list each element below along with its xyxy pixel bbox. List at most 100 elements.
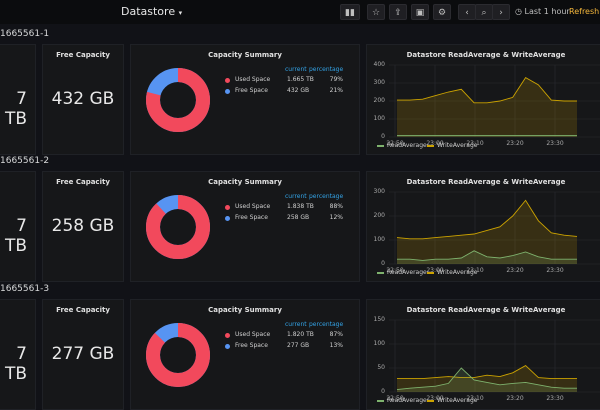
legend-row-free[interactable]: Free Space 258 GB 12% (225, 214, 343, 223)
legend-label: Free Space (235, 87, 268, 94)
x-tick-label: 23:20 (506, 140, 524, 147)
capacity-donut (146, 323, 210, 387)
legend-item-write[interactable]: WriteAverage (427, 397, 477, 404)
row-title[interactable]: 1665561-2 (0, 156, 50, 166)
legend-row-used[interactable]: Used Space 1.820 TB 87% (225, 331, 343, 340)
y-tick-label: 200 (373, 97, 385, 104)
y-tick-label: 100 (373, 340, 385, 347)
col-current-header[interactable]: current (285, 66, 307, 73)
legend-row-free[interactable]: Free Space 432 GB 21% (225, 87, 343, 96)
time-picker[interactable]: ◷ Last 1 hour (515, 4, 577, 20)
x-tick-label: 23:00 (426, 395, 444, 402)
legend-line-write (427, 144, 434, 147)
total-capacity-value: 7 TB (4, 89, 27, 129)
write-average-series-line[interactable] (396, 199, 578, 240)
x-tick-label: 23:10 (466, 395, 484, 402)
legend-row-used[interactable]: Used Space 1.665 TB 79% (225, 76, 343, 85)
x-tick-label: 23:00 (426, 267, 444, 274)
legend-percentage: 79% (329, 76, 343, 83)
col-current-header[interactable]: current (285, 193, 307, 200)
legend-swatch (225, 205, 230, 210)
donut-slice-used[interactable] (146, 68, 210, 132)
y-tick-label: 400 (373, 61, 385, 68)
x-tick-label: 23:20 (506, 267, 524, 274)
add-panel-icon[interactable]: ▮▮ (340, 4, 360, 20)
row-title[interactable]: 1665561-1 (0, 29, 50, 39)
share-icon[interactable]: ⇪ (389, 4, 407, 20)
free-capacity-value: 432 GB (51, 89, 115, 109)
capacity-summary-panel: Capacity Summary current percentage Used Sp… (130, 299, 360, 410)
time-forward-icon[interactable]: › (492, 4, 510, 20)
legend-current: 1.820 TB (287, 331, 314, 338)
legend-label: Free Space (235, 214, 268, 221)
legend-current: 1.665 TB (287, 76, 314, 83)
x-tick-label: 23:30 (546, 395, 564, 402)
write-average-series-line[interactable] (397, 77, 577, 104)
x-tick-label: 23:10 (466, 140, 484, 147)
legend-label: ReadAverage (387, 142, 427, 149)
capacity-summary-panel: Capacity Summary current percentage Used Sp… (130, 44, 360, 155)
legend-item-read[interactable]: ReadAverage (377, 397, 427, 404)
legend-label: WriteAverage (437, 142, 478, 149)
save-icon[interactable]: ▣ (411, 4, 429, 20)
legend-row-free[interactable]: Free Space 277 GB 13% (225, 342, 343, 351)
y-tick-label: 150 (373, 316, 385, 323)
dashboard-title-text: Datastore (121, 5, 176, 18)
col-percentage-header[interactable]: percentage (309, 321, 344, 328)
x-tick-label: 23:30 (546, 140, 564, 147)
col-current-header[interactable]: current (285, 321, 307, 328)
settings-icon[interactable]: ⚙ (433, 4, 451, 20)
panel-title: Capacity Summary (208, 178, 282, 186)
legend-item-read[interactable]: ReadAverage (377, 142, 427, 149)
x-tick-label: 23:10 (466, 267, 484, 274)
donut-slice-used[interactable] (146, 195, 210, 259)
donut-slice-used[interactable] (146, 323, 210, 387)
zoom-out-icon[interactable]: ⌕ (475, 4, 493, 20)
read-write-graph-panel: Datastore ReadAverage & WriteAverage 400 3… (366, 44, 600, 155)
free-capacity-panel: Free Capacity 277 GB (42, 299, 124, 410)
legend-label: WriteAverage (437, 269, 478, 276)
capacity-summary-panel: Capacity Summary current percentage Used Sp… (130, 171, 360, 282)
panel-title: Datastore ReadAverage & WriteAverage (406, 306, 566, 314)
legend-label: Free Space (235, 342, 268, 349)
x-tick-label: 23:20 (506, 395, 524, 402)
legend-current: 432 GB (287, 87, 310, 94)
legend-swatch (225, 333, 230, 338)
total-capacity-value: 7 TB (4, 344, 27, 384)
legend-current: 277 GB (287, 342, 310, 349)
legend-label: WriteAverage (437, 397, 478, 404)
caret-down-icon: ▾ (178, 9, 183, 17)
col-percentage-header[interactable]: percentage (309, 193, 344, 200)
legend-current: 1.838 TB (287, 203, 314, 210)
legend-item-write[interactable]: WriteAverage (427, 142, 477, 149)
col-percentage-header[interactable]: percentage (309, 66, 344, 73)
panel-title: Free Capacity (56, 178, 110, 186)
read-write-chart (389, 64, 600, 138)
refresh-picker[interactable]: Refresh e (569, 7, 600, 16)
star-icon[interactable]: ☆ (367, 4, 385, 20)
row-title[interactable]: 1665561-3 (0, 284, 50, 294)
legend-label: Used Space (235, 76, 271, 83)
capacity-donut (146, 68, 210, 132)
free-capacity-value: 277 GB (51, 344, 115, 364)
read-average-series-line[interactable] (396, 367, 577, 391)
x-tick-label: 23:00 (426, 140, 444, 147)
legend-row-used[interactable]: Used Space 1.838 TB 88% (225, 203, 343, 212)
legend-item-write[interactable]: WriteAverage (427, 269, 477, 276)
read-average-series-area (397, 368, 577, 392)
y-tick-label: 0 (381, 260, 385, 267)
legend-percentage: 12% (329, 214, 343, 221)
total-capacity-panel: 7 TB (0, 44, 36, 155)
legend-percentage: 87% (329, 331, 343, 338)
write-average-series-area (397, 77, 577, 137)
write-average-series-line[interactable] (397, 365, 577, 380)
y-tick-label: 50 (377, 364, 385, 371)
legend-item-read[interactable]: ReadAverage (377, 269, 427, 276)
dashboard-title[interactable]: Datastore ▾ (121, 5, 182, 18)
legend-line-write (427, 271, 434, 274)
legend-current: 258 GB (287, 214, 310, 221)
read-average-series-line[interactable] (397, 250, 577, 261)
total-capacity-panel: 7 TB (0, 171, 36, 282)
time-back-icon[interactable]: ‹ (458, 4, 476, 20)
legend-label: ReadAverage (387, 397, 427, 404)
